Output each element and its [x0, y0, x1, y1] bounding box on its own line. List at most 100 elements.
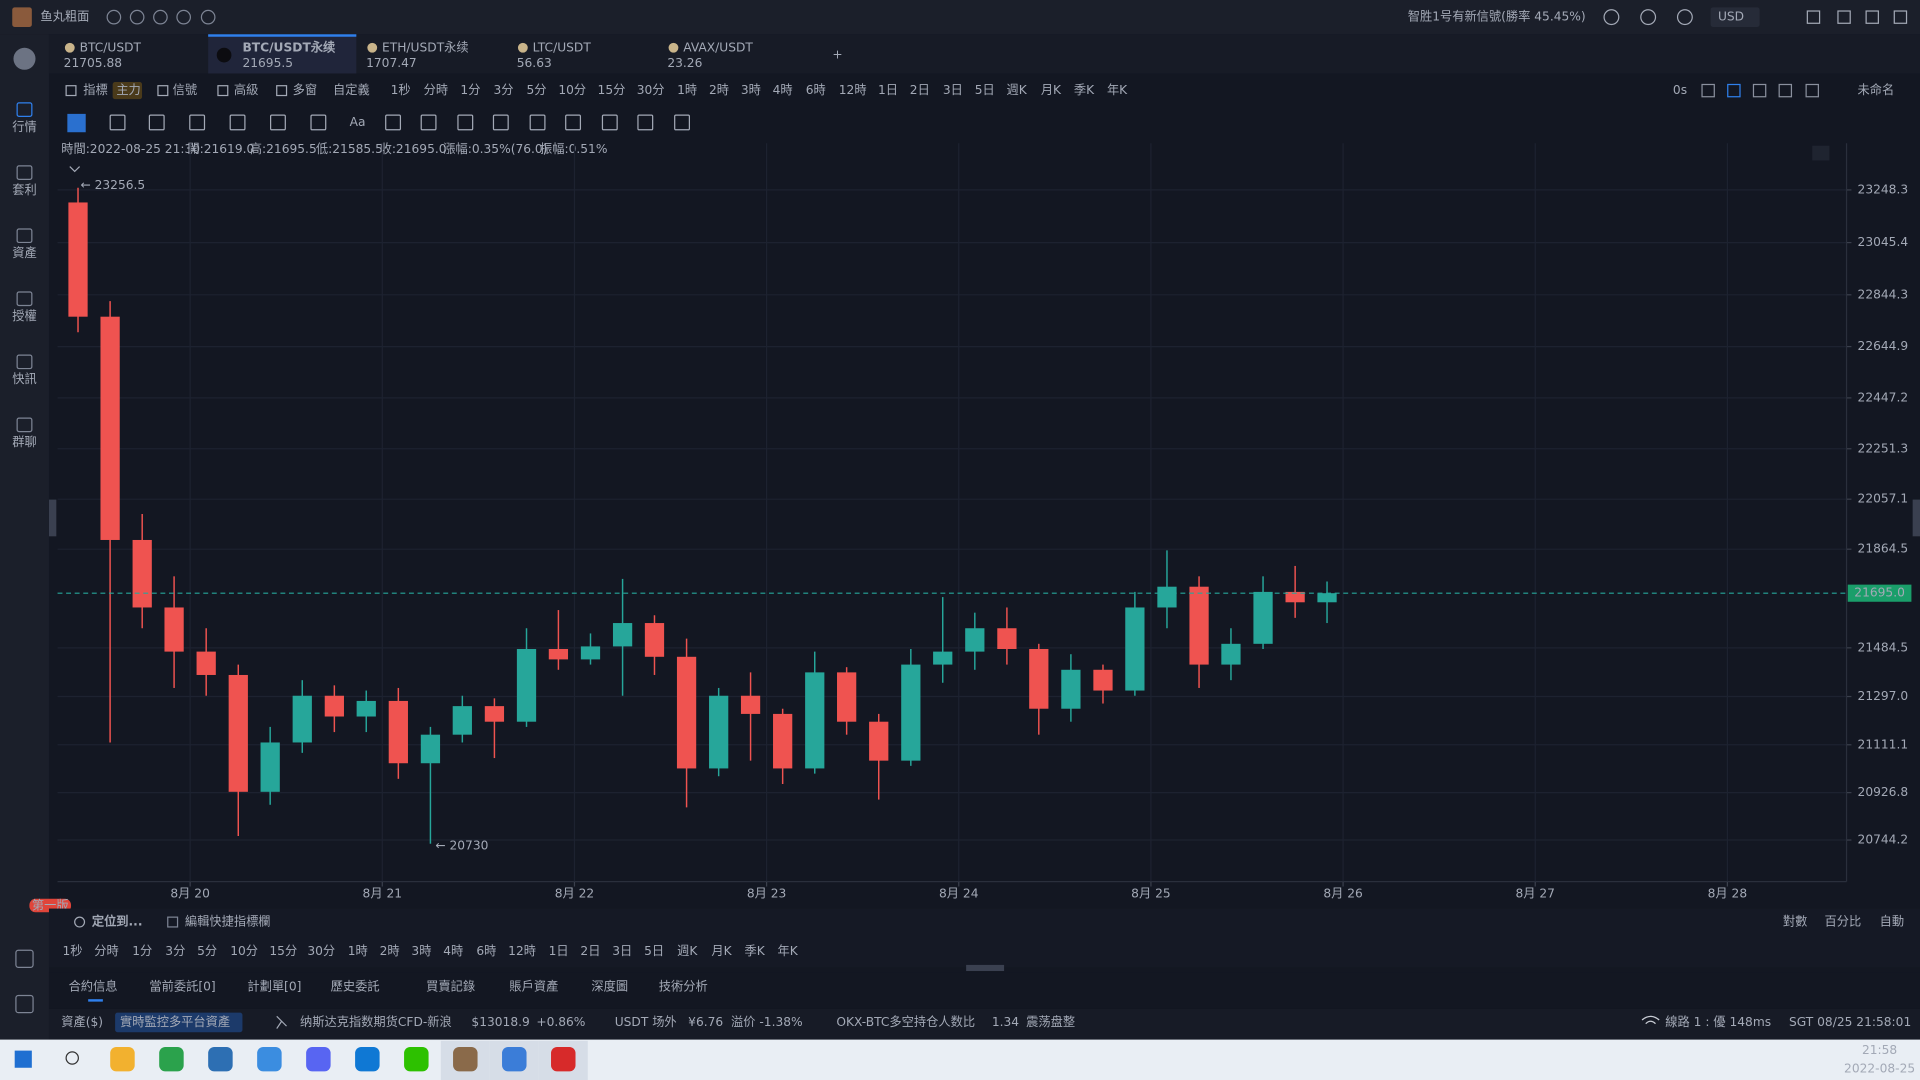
footer-period[interactable]: 3日	[612, 944, 632, 958]
footer-period[interactable]: 3分	[165, 944, 185, 958]
footer-period[interactable]: 6時	[476, 944, 496, 958]
toolbar-button[interactable]: 多窗	[293, 83, 317, 97]
side-handle[interactable]	[48, 499, 57, 537]
edit-indicators[interactable]: 編輯快捷指標欄	[185, 914, 271, 929]
toolbar-button[interactable]: 主力	[116, 83, 140, 97]
title-icon[interactable]	[129, 9, 145, 25]
footer-period[interactable]: 季K	[744, 944, 765, 958]
scale-option[interactable]: 對數	[1783, 915, 1807, 929]
header-icon[interactable]	[1676, 9, 1693, 26]
draw-tool[interactable]	[189, 114, 206, 131]
sidebar-item[interactable]: 套利	[12, 183, 36, 197]
draw-tool[interactable]	[310, 114, 327, 131]
tab-symbol[interactable]: AVAX/USDT	[683, 40, 753, 54]
period-button[interactable]: 1分	[460, 83, 480, 97]
search-button[interactable]	[65, 1051, 79, 1065]
footer-period[interactable]: 15分	[269, 944, 297, 958]
footer-period[interactable]: 4時	[443, 944, 463, 958]
collapse-arrow[interactable]	[69, 166, 81, 173]
bottom-tab[interactable]: 計劃單[0]	[247, 978, 301, 993]
chart-tool[interactable]	[1701, 83, 1715, 98]
taskbar-app[interactable]	[502, 1046, 527, 1072]
tab-symbol[interactable]: BTC/USDT永续	[242, 39, 336, 54]
period-button[interactable]: 2日	[910, 83, 930, 97]
title-icon[interactable]	[153, 9, 168, 25]
add-tab[interactable]: +	[832, 48, 842, 62]
footer-period[interactable]: 2日	[580, 944, 600, 958]
taskbar-app[interactable]	[110, 1046, 135, 1072]
title-icon[interactable]	[176, 9, 192, 25]
period-button[interactable]: 5日	[975, 83, 995, 97]
bottom-tab[interactable]: 買賣記錄	[426, 978, 475, 993]
chart-tool[interactable]	[1805, 83, 1819, 98]
draw-tool[interactable]	[637, 114, 654, 131]
signal-notice[interactable]: 智胜1号有新信號(勝率 45.45%)	[1408, 9, 1586, 24]
taskbar-app[interactable]	[159, 1046, 184, 1072]
period-button[interactable]: 1日	[878, 83, 898, 97]
layout-name[interactable]: 未命名	[1858, 82, 1895, 97]
window-control[interactable]	[1806, 10, 1821, 24]
period-button[interactable]: 5分	[527, 83, 547, 97]
sidebar-item[interactable]: 快訊	[12, 371, 36, 386]
period-button[interactable]: 年K	[1107, 83, 1128, 97]
sidebar-icon[interactable]	[16, 417, 33, 433]
period-button[interactable]: 季K	[1074, 83, 1095, 97]
taskbar-app[interactable]	[453, 1046, 478, 1072]
footer-period[interactable]: 週K	[677, 944, 698, 958]
footer-period[interactable]: 5日	[644, 944, 664, 958]
sidebar-tool[interactable]	[15, 949, 34, 968]
tab-symbol[interactable]: ETH/USDT永续	[382, 40, 469, 54]
footer-period[interactable]: 分時	[94, 944, 118, 958]
chart-tool[interactable]	[1752, 83, 1767, 98]
bottom-tab[interactable]: 賬戶資產	[509, 978, 558, 993]
panel-toggle[interactable]	[966, 964, 1005, 972]
footer-period[interactable]: 年K	[778, 944, 799, 958]
draw-tool[interactable]	[601, 114, 618, 131]
draw-tool[interactable]	[385, 114, 402, 131]
side-handle[interactable]	[1912, 499, 1920, 537]
footer-period[interactable]: 2時	[380, 944, 400, 958]
bottom-tab[interactable]: 技術分析	[659, 979, 708, 993]
title-icon[interactable]	[106, 9, 122, 25]
sidebar-item[interactable]: 群聊	[12, 435, 36, 449]
locate-button[interactable]: 定位到...	[92, 914, 143, 929]
sidebar-tool[interactable]	[15, 994, 34, 1014]
sidebar-icon[interactable]	[16, 102, 33, 117]
sidebar-item[interactable]: 資產	[12, 245, 36, 260]
draw-tool[interactable]	[229, 114, 246, 131]
draw-tool[interactable]	[148, 114, 165, 131]
period-button[interactable]: 3時	[741, 83, 761, 97]
period-button[interactable]: 3分	[493, 83, 513, 97]
sidebar-item[interactable]: 行情	[12, 120, 36, 134]
taskbar-app[interactable]	[404, 1046, 429, 1072]
footer-period[interactable]: 1秒	[62, 944, 82, 958]
toolbar-button[interactable]: 指標	[83, 82, 107, 97]
footer-period[interactable]: 12時	[508, 944, 536, 958]
toolbar-button[interactable]: 信號	[173, 82, 197, 97]
sidebar-icon[interactable]	[16, 228, 33, 244]
draw-tool[interactable]	[109, 114, 126, 131]
bottom-tab[interactable]: 合約信息	[69, 978, 118, 993]
bottom-tab[interactable]: 深度圖	[591, 978, 628, 993]
sidebar-icon[interactable]	[16, 291, 33, 307]
footer-period[interactable]: 1日	[549, 944, 569, 958]
footer-period[interactable]: 月K	[711, 944, 732, 958]
header-icon[interactable]	[1603, 9, 1620, 26]
title-icon[interactable]	[200, 9, 216, 25]
chart-tool[interactable]	[1727, 83, 1741, 98]
tab-symbol[interactable]: LTC/USDT	[533, 40, 592, 54]
text-tool[interactable]: Aa	[350, 115, 366, 129]
draw-tool[interactable]	[492, 114, 509, 131]
tab-active[interactable]	[208, 34, 357, 74]
window-control[interactable]	[1865, 10, 1879, 24]
period-button[interactable]: 月K	[1041, 83, 1062, 97]
draw-tool[interactable]	[420, 114, 437, 131]
currency-select[interactable]	[1710, 7, 1760, 27]
taskbar-app[interactable]	[355, 1046, 380, 1072]
start-button[interactable]	[14, 1050, 32, 1068]
taskbar-app[interactable]	[551, 1046, 576, 1072]
tab-symbol[interactable]: BTC/USDT	[80, 40, 142, 54]
taskbar-app[interactable]	[208, 1046, 233, 1072]
period-button[interactable]: 30分	[637, 83, 665, 97]
period-button[interactable]: 2時	[709, 83, 729, 97]
